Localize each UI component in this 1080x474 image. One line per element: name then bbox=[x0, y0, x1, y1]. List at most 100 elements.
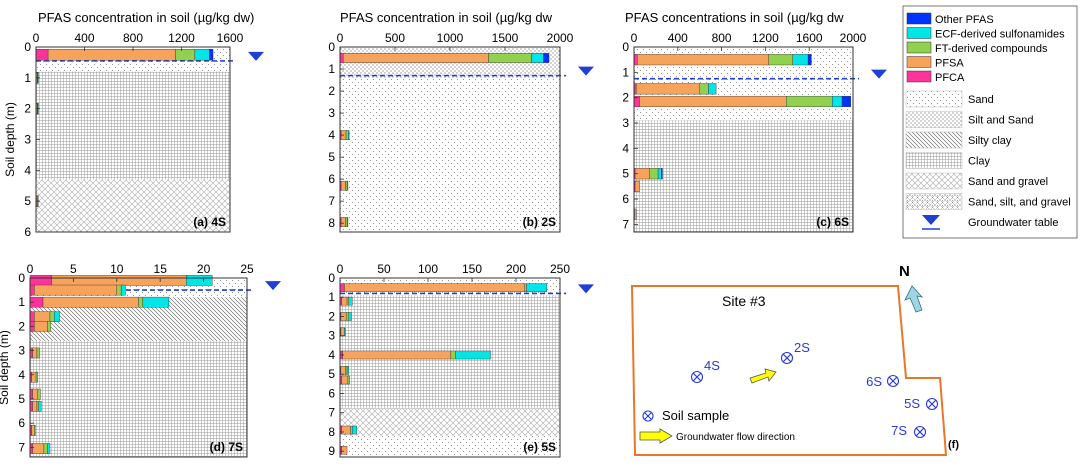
bar-segment-ecf bbox=[455, 350, 491, 360]
soil-sample-icon bbox=[642, 410, 654, 422]
y-tick-label: 6 bbox=[328, 172, 335, 186]
legend-swatch-pfca bbox=[906, 70, 932, 83]
bar-segment-ft bbox=[34, 425, 36, 436]
y-tick-label: 0 bbox=[328, 271, 335, 285]
bar-segment-ft bbox=[524, 283, 527, 292]
soil-sample-cross-icon bbox=[888, 376, 898, 386]
bar-segment-ft bbox=[347, 375, 350, 385]
site-sample-label: 2S bbox=[794, 340, 810, 355]
x-tick-label: 1500 bbox=[492, 31, 519, 45]
y-tick-label: 1 bbox=[328, 62, 335, 76]
y-tick-label: 6 bbox=[18, 416, 25, 430]
soil-layer-sandgravel bbox=[340, 408, 560, 436]
bar-segment-pfsa bbox=[42, 296, 139, 308]
bar-segment-ft bbox=[345, 312, 350, 321]
bar-segment-pfsa bbox=[51, 275, 187, 286]
panel-label: (a) 4S bbox=[193, 215, 226, 229]
bar-segment-ecf bbox=[348, 312, 352, 321]
legend-soils: Sand Silt and Sand Silty clay Clay Sand and … bbox=[905, 90, 1071, 210]
bar-segment-ecf bbox=[831, 95, 843, 108]
legend-soil-swatch-siltyclay bbox=[905, 131, 963, 149]
bar-segment-ft bbox=[37, 388, 41, 400]
bar-segment-pfsa bbox=[47, 49, 176, 61]
flow-arrow-icon bbox=[749, 368, 777, 384]
x-tick-label: 0 bbox=[631, 31, 638, 45]
x-tick-label: 1600 bbox=[796, 31, 823, 45]
bar-segment-pfsa bbox=[31, 371, 37, 383]
bar-segment-ft bbox=[699, 83, 709, 95]
legend-series: Other PFAS ECF-derived sulfonamides FT-der… bbox=[906, 12, 1065, 84]
bar-segment-pfsa bbox=[340, 180, 346, 191]
soil-layer-clay bbox=[634, 120, 853, 232]
bar-segment-pfsa bbox=[32, 443, 45, 454]
bar-segment-ft bbox=[450, 350, 456, 360]
bar-segment-pfsa bbox=[634, 180, 640, 192]
soil-sample-icon bbox=[886, 374, 900, 388]
bar-segment-ft bbox=[49, 311, 55, 322]
y-tick-label: 5 bbox=[328, 150, 335, 164]
soil-sample-legend-label: Soil sample bbox=[662, 408, 729, 423]
x-tick-label: 500 bbox=[385, 31, 405, 45]
y-tick-label: 3 bbox=[24, 133, 31, 147]
soil-layer-sand bbox=[340, 77, 560, 232]
bar-segment-ecf bbox=[708, 83, 717, 95]
y-tick-label: 4 bbox=[328, 128, 335, 142]
panel-label: (d) 7S bbox=[210, 440, 243, 454]
bar-segment-ecf bbox=[348, 130, 350, 140]
soil-sample-icon bbox=[690, 370, 704, 384]
bar-segment-other bbox=[209, 49, 214, 61]
site-sample-label: 6S bbox=[866, 374, 882, 389]
x-tick-label: 2000 bbox=[547, 31, 574, 45]
bar-segment-pfca bbox=[29, 284, 35, 296]
y-tick-label: 3 bbox=[328, 329, 335, 343]
plot-frame bbox=[29, 277, 248, 458]
x-tick-label: 1600 bbox=[217, 31, 244, 45]
x-tick-label: 200 bbox=[506, 262, 526, 276]
legend-soil-swatch-sandsiltgravel bbox=[905, 193, 963, 210]
bar-segment-pfsa bbox=[34, 321, 48, 332]
bar-segment-ft bbox=[350, 425, 353, 435]
y-tick-label: 1 bbox=[328, 290, 335, 304]
x-tick-label: 800 bbox=[712, 31, 732, 45]
bar-segment-pfsa bbox=[31, 425, 35, 436]
soil-sample-icon bbox=[780, 351, 794, 365]
bar-segment-pfsa bbox=[343, 53, 489, 63]
legend-soil-label: Sand bbox=[968, 94, 994, 106]
bar-segment-pfsa bbox=[32, 388, 39, 400]
soil-sample-icon bbox=[925, 397, 939, 411]
x-tick-label: 0 bbox=[337, 262, 344, 276]
legend-groundwater-triangle bbox=[922, 215, 940, 225]
legend-groundwater-label: Groundwater table bbox=[968, 217, 1059, 229]
bar-segment-pfsa bbox=[637, 54, 769, 66]
chart-panel-2: 0 500 1000 1500 2000 0 1 2 3 4 5 6 7 8 PFAS concentrat… bbox=[328, 10, 594, 233]
y-tick-label: 3 bbox=[18, 344, 25, 358]
chart-panel-4: 0 5 10 15 20 25 0 1 2 3 4 5 6 7 Soil depth (m) (d) 7S bbox=[0, 262, 281, 458]
y-tick-label: 7 bbox=[328, 194, 335, 208]
legend-swatch-pfsa bbox=[906, 56, 932, 68]
bar-segment-ecf bbox=[194, 49, 210, 61]
groundwater-triangle-icon bbox=[248, 51, 264, 61]
y-tick-label: 9 bbox=[328, 444, 335, 458]
bar-segment-ecf bbox=[526, 283, 547, 292]
site-sample-label: 5S bbox=[904, 396, 920, 411]
bar-segment-ft bbox=[345, 217, 348, 227]
chart-title: PFAS concentration in soil (µg/kg dw) bbox=[38, 10, 254, 25]
bar-segment-ft bbox=[345, 180, 348, 191]
legend-swatch-other bbox=[906, 12, 932, 25]
legend-series-label: FT-derived compounds bbox=[935, 43, 1048, 55]
bar-segment-ft bbox=[346, 296, 350, 306]
soil-sample-cross-icon bbox=[927, 399, 937, 409]
bar-segment-ft bbox=[43, 443, 48, 454]
x-tick-label: 0 bbox=[33, 31, 40, 45]
x-tick-label: 10 bbox=[110, 262, 124, 276]
site-sample-7s: 7S bbox=[891, 423, 927, 439]
y-tick-label: 4 bbox=[328, 348, 335, 362]
bar-segment-ft bbox=[786, 95, 833, 108]
north-label: N bbox=[899, 263, 910, 280]
site-map: Site #3 N 4S 2S 6S 5S 7S Soil sample Groundw… bbox=[630, 263, 959, 456]
bar-segment-pfsa bbox=[340, 327, 345, 337]
x-tick-label: 100 bbox=[418, 262, 438, 276]
y-tick-label: 4 bbox=[18, 368, 25, 382]
